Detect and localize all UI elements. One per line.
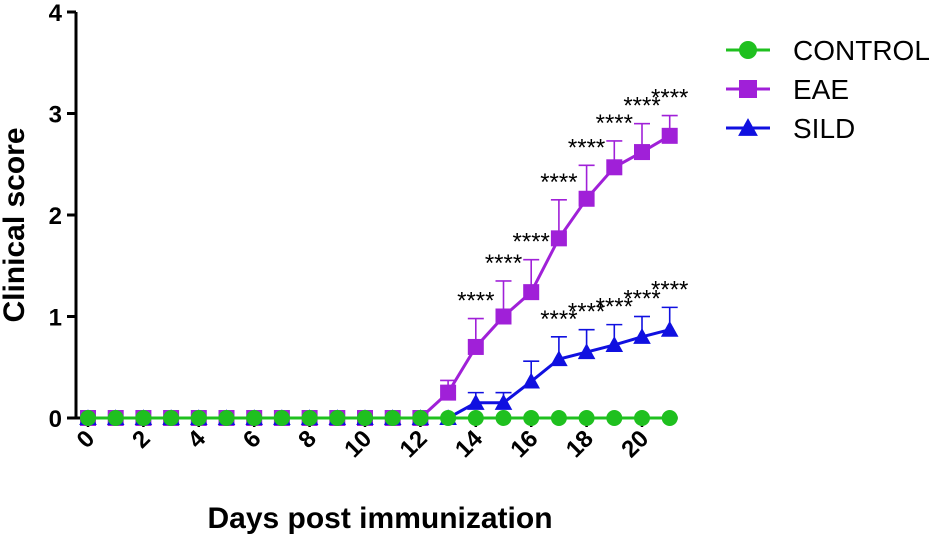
data-point (522, 372, 540, 389)
series-control (80, 410, 678, 426)
data-point (273, 410, 290, 426)
y-tick-label: 3 (49, 102, 62, 129)
significance-label: **** (513, 229, 550, 256)
data-point (467, 393, 485, 410)
legend-marker (738, 118, 758, 136)
legend: CONTROL EAE SILD (726, 35, 930, 144)
y-tick-label: 1 (49, 305, 62, 332)
data-point (494, 393, 513, 410)
data-point (577, 343, 596, 360)
x-axis-title: Days post immunization (207, 502, 552, 534)
data-point (218, 410, 235, 426)
annotation-layer: ****************************************… (457, 85, 688, 333)
significance-label: **** (651, 85, 688, 112)
significance-label: **** (568, 134, 605, 161)
significance-label: **** (596, 110, 633, 137)
y-tick-label: 4 (49, 0, 63, 27)
data-point (329, 410, 346, 426)
data-point (578, 410, 595, 426)
legend-item-sild: SILD (726, 113, 855, 144)
data-point (440, 384, 457, 401)
legend-label: CONTROL (793, 35, 930, 66)
y-tick-label: 0 (49, 406, 62, 433)
data-point (523, 410, 540, 426)
legend-label: SILD (793, 113, 855, 144)
significance-label: **** (596, 294, 633, 321)
legend-marker (739, 80, 757, 98)
significance-label: **** (568, 299, 605, 326)
significance-label: **** (623, 93, 660, 120)
data-point (495, 410, 512, 426)
significance-label: **** (651, 276, 688, 303)
x-tick-label: 0 (72, 425, 101, 454)
data-point (634, 410, 650, 426)
significance-label: **** (540, 169, 577, 196)
data-point (190, 410, 207, 426)
data-point (578, 190, 595, 207)
y-axis-title: Clinical score (0, 127, 31, 322)
legend-item-control: CONTROL (726, 35, 930, 66)
data-point (384, 410, 401, 426)
data-point (660, 320, 679, 337)
data-point (550, 410, 567, 426)
x-tick-label: 16 (505, 425, 543, 463)
data-point (523, 284, 540, 301)
data-point (606, 410, 623, 426)
data-point (246, 410, 263, 426)
x-tick-label: 8 (293, 425, 322, 454)
series-line (88, 328, 671, 420)
significance-label: **** (540, 306, 577, 333)
data-point (412, 410, 429, 426)
significance-label: **** (485, 250, 522, 277)
x-tick-label: 6 (238, 425, 267, 454)
significance-label: **** (457, 288, 494, 315)
significance-label: **** (623, 286, 660, 313)
data-point (107, 410, 124, 426)
legend-marker (739, 41, 757, 59)
data-point (495, 308, 512, 325)
data-point (467, 410, 484, 426)
y-tick-label: 2 (49, 203, 62, 230)
x-tick-label: 14 (450, 425, 488, 463)
data-point (661, 127, 678, 144)
data-point (135, 410, 152, 426)
data-point (467, 338, 484, 355)
series-layer (79, 114, 679, 426)
x-tick-label: 12 (395, 425, 433, 463)
data-point (550, 350, 568, 367)
data-point (634, 144, 650, 161)
x-tick-label: 18 (561, 425, 599, 463)
x-tick-label: 20 (616, 425, 654, 463)
x-tick-label: 10 (339, 425, 377, 463)
data-point (550, 230, 567, 247)
data-point (661, 410, 678, 426)
data-point (440, 410, 457, 426)
data-point (163, 410, 180, 426)
data-point (633, 328, 651, 344)
data-point (80, 410, 96, 426)
series-line (88, 134, 671, 420)
data-point (605, 336, 624, 352)
x-tick-label: 2 (127, 425, 156, 454)
data-point (606, 159, 623, 176)
legend-item-eae: EAE (726, 74, 849, 105)
x-tick-label: 4 (183, 425, 212, 454)
data-point (357, 410, 373, 426)
series-eae (80, 114, 678, 426)
legend-label: EAE (793, 74, 849, 105)
data-point (301, 410, 318, 426)
